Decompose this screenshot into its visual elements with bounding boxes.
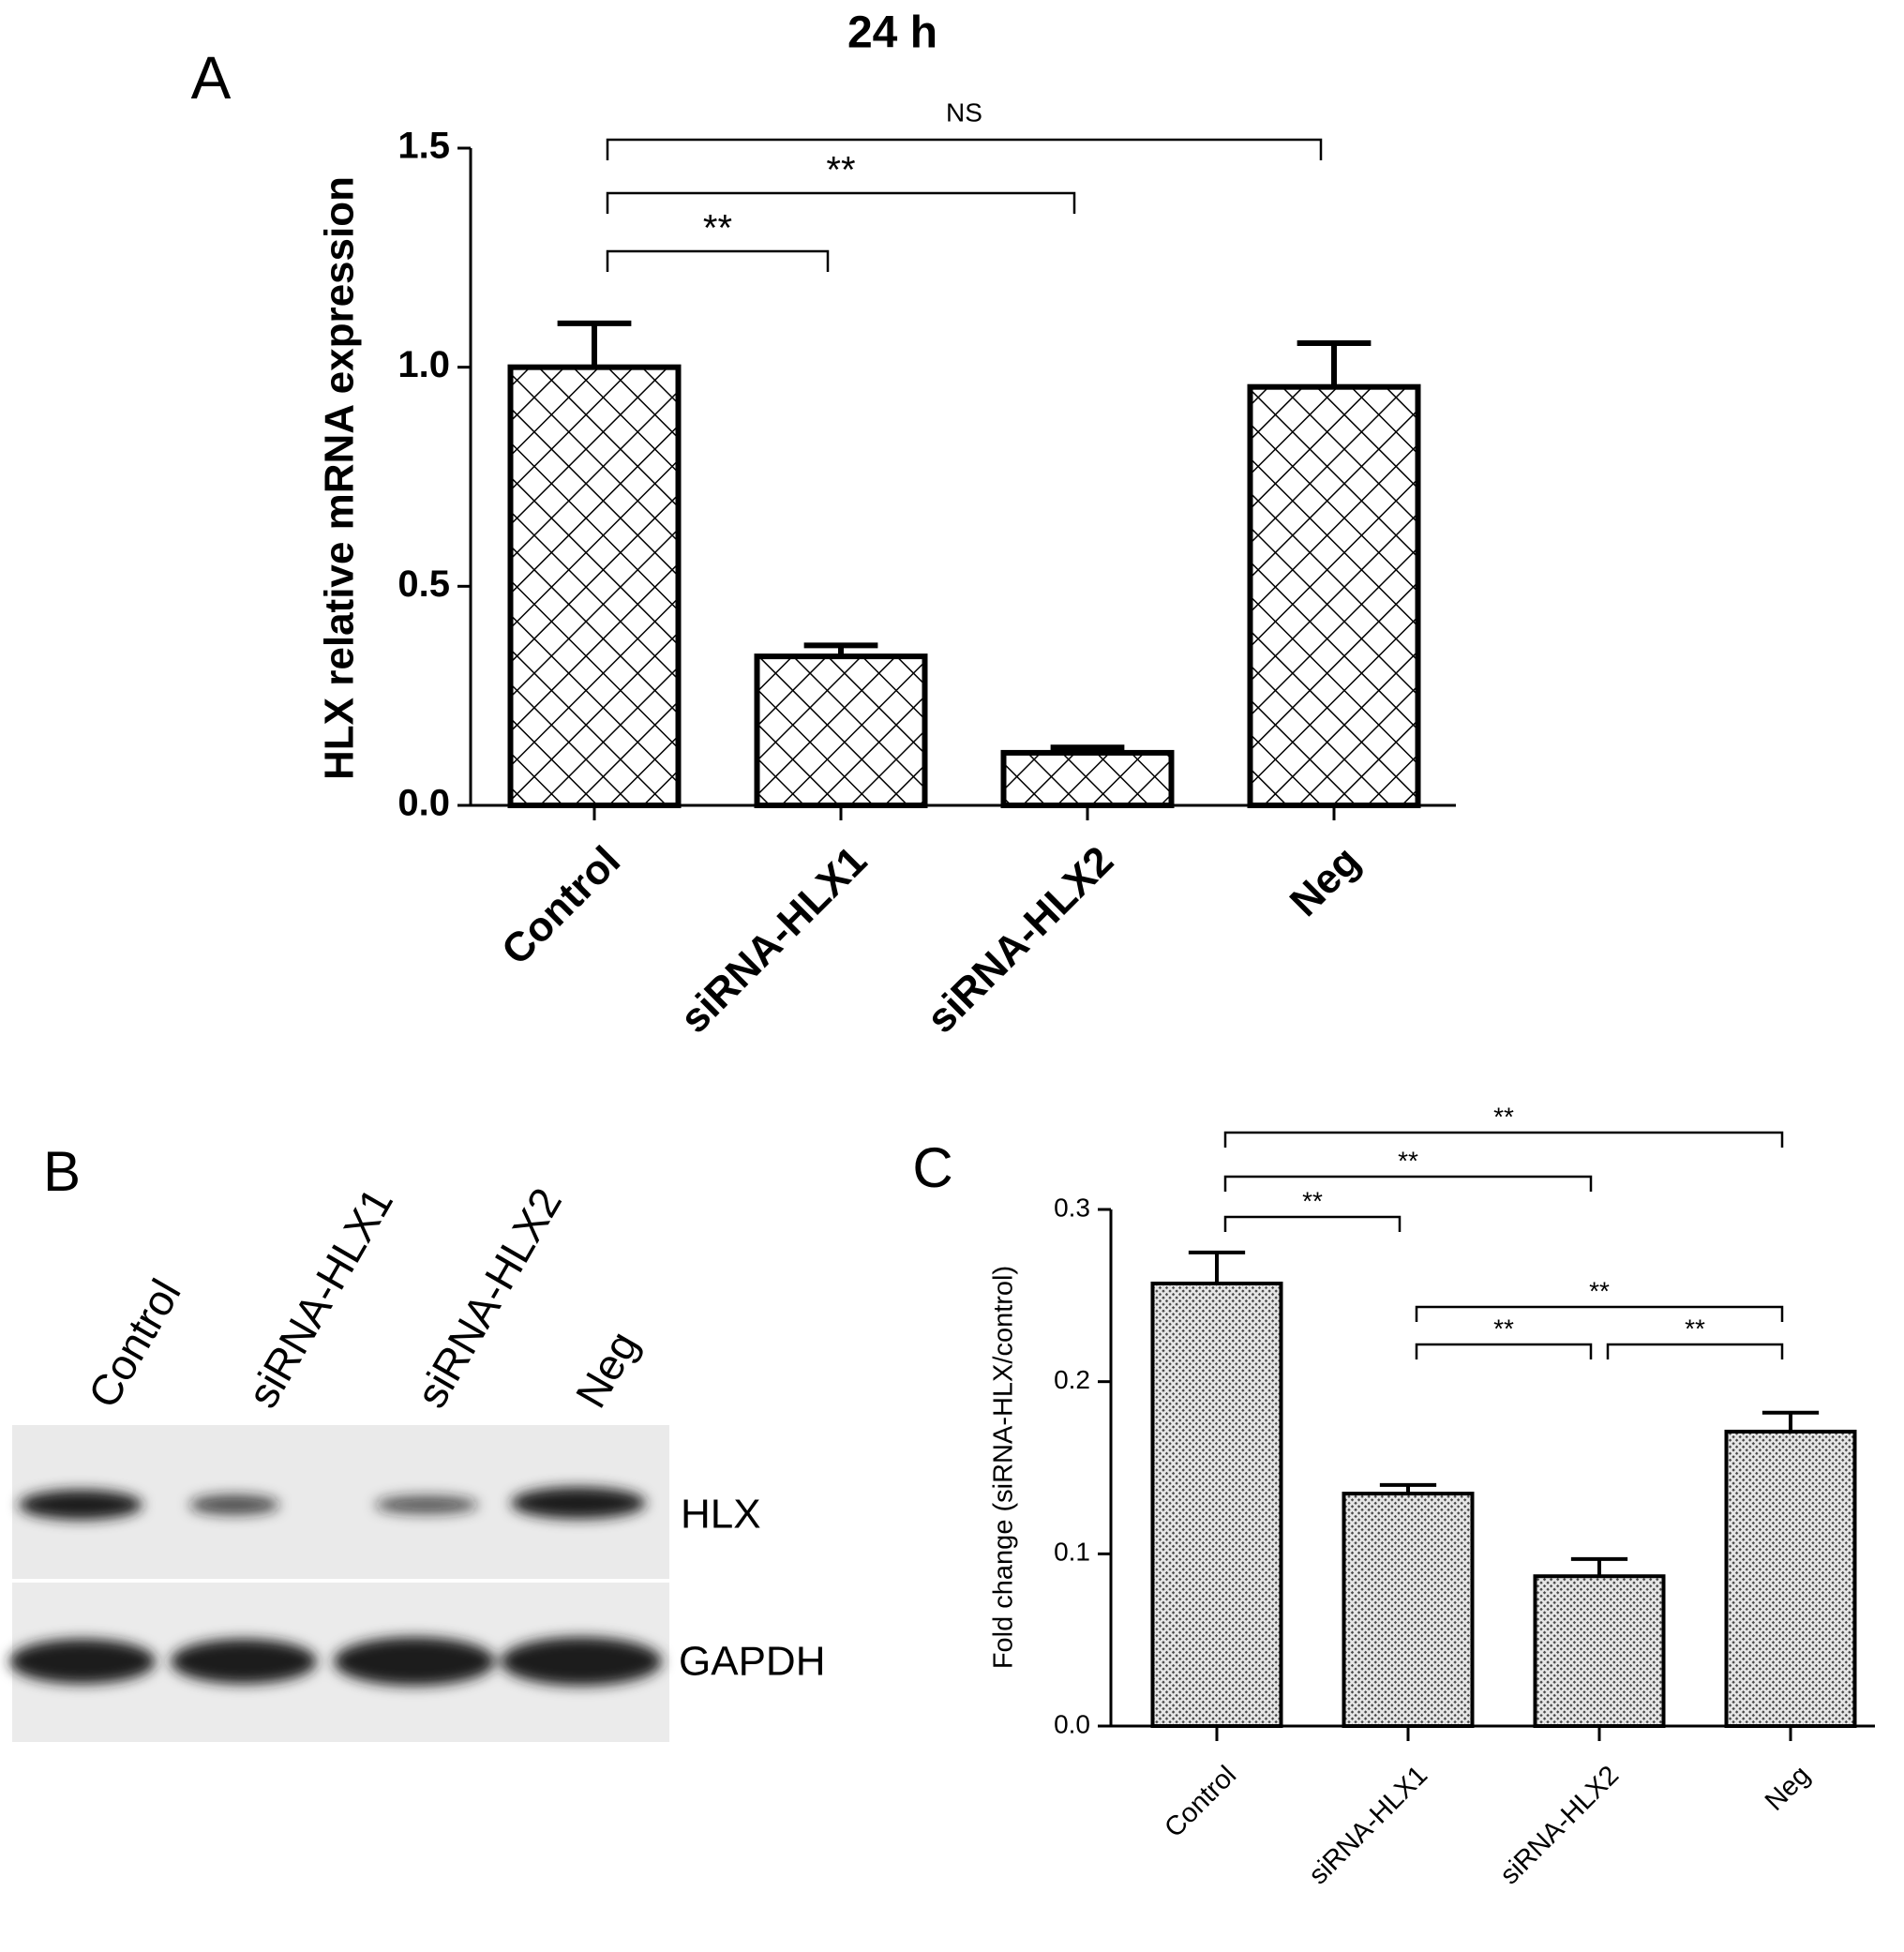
bar [1724,1429,1857,1729]
y-tick-label: 0.5 [397,563,450,605]
significance-bracket [1415,1343,1593,1359]
y-tick-label: 1.5 [397,126,450,167]
panel-letter: C [912,1136,952,1199]
error-bar [1762,1410,1820,1432]
significance-label: ** [826,150,855,191]
y-tick-label: 0.3 [1054,1193,1090,1222]
y-tick-label: 0.0 [1054,1709,1090,1738]
error-bar [1188,1250,1246,1284]
significance-bracket [1606,1343,1784,1359]
panel-letter: B [43,1140,81,1203]
significance-bracket [1223,1215,1402,1232]
significance-label: ** [1685,1314,1705,1343]
chart-title: 24 h [847,8,937,58]
significance-label: ** [1302,1186,1323,1215]
y-tick-label: 0.0 [397,783,450,824]
significance-bracket [1223,1131,1784,1148]
significance-label: ** [1493,1102,1514,1131]
bar [1000,749,1175,808]
panel-letter: A [191,44,232,112]
bar [1247,383,1421,808]
y-tick-label: 0.1 [1054,1538,1090,1567]
significance-bracket [606,138,1323,160]
significance-bracket [1415,1305,1784,1322]
y-tick-label: 1.0 [397,344,450,385]
bar [1533,1574,1666,1728]
error-bar [1297,339,1372,387]
y-tick-label: 0.2 [1054,1365,1090,1394]
significance-bracket [606,249,830,272]
bar [1150,1281,1283,1729]
bar [1342,1492,1475,1729]
error-bar [1570,1556,1628,1577]
band-label: GAPDH [679,1639,825,1685]
significance-label: NS [946,98,982,127]
bar [754,653,928,809]
band-label: HLX [681,1492,761,1538]
significance-bracket [1223,1175,1593,1192]
y-axis-label: HLX relative mRNA expression [317,176,363,780]
significance-label: ** [1589,1276,1610,1305]
significance-label: ** [1398,1146,1418,1175]
blot-image [9,1425,669,1742]
significance-label: ** [1493,1314,1514,1343]
error-bar [557,320,632,368]
y-axis-label: Fold change (siRNA-HLX/control) [989,1266,1019,1669]
significance-label: ** [703,208,732,249]
bar [507,364,682,808]
significance-bracket [606,191,1076,214]
